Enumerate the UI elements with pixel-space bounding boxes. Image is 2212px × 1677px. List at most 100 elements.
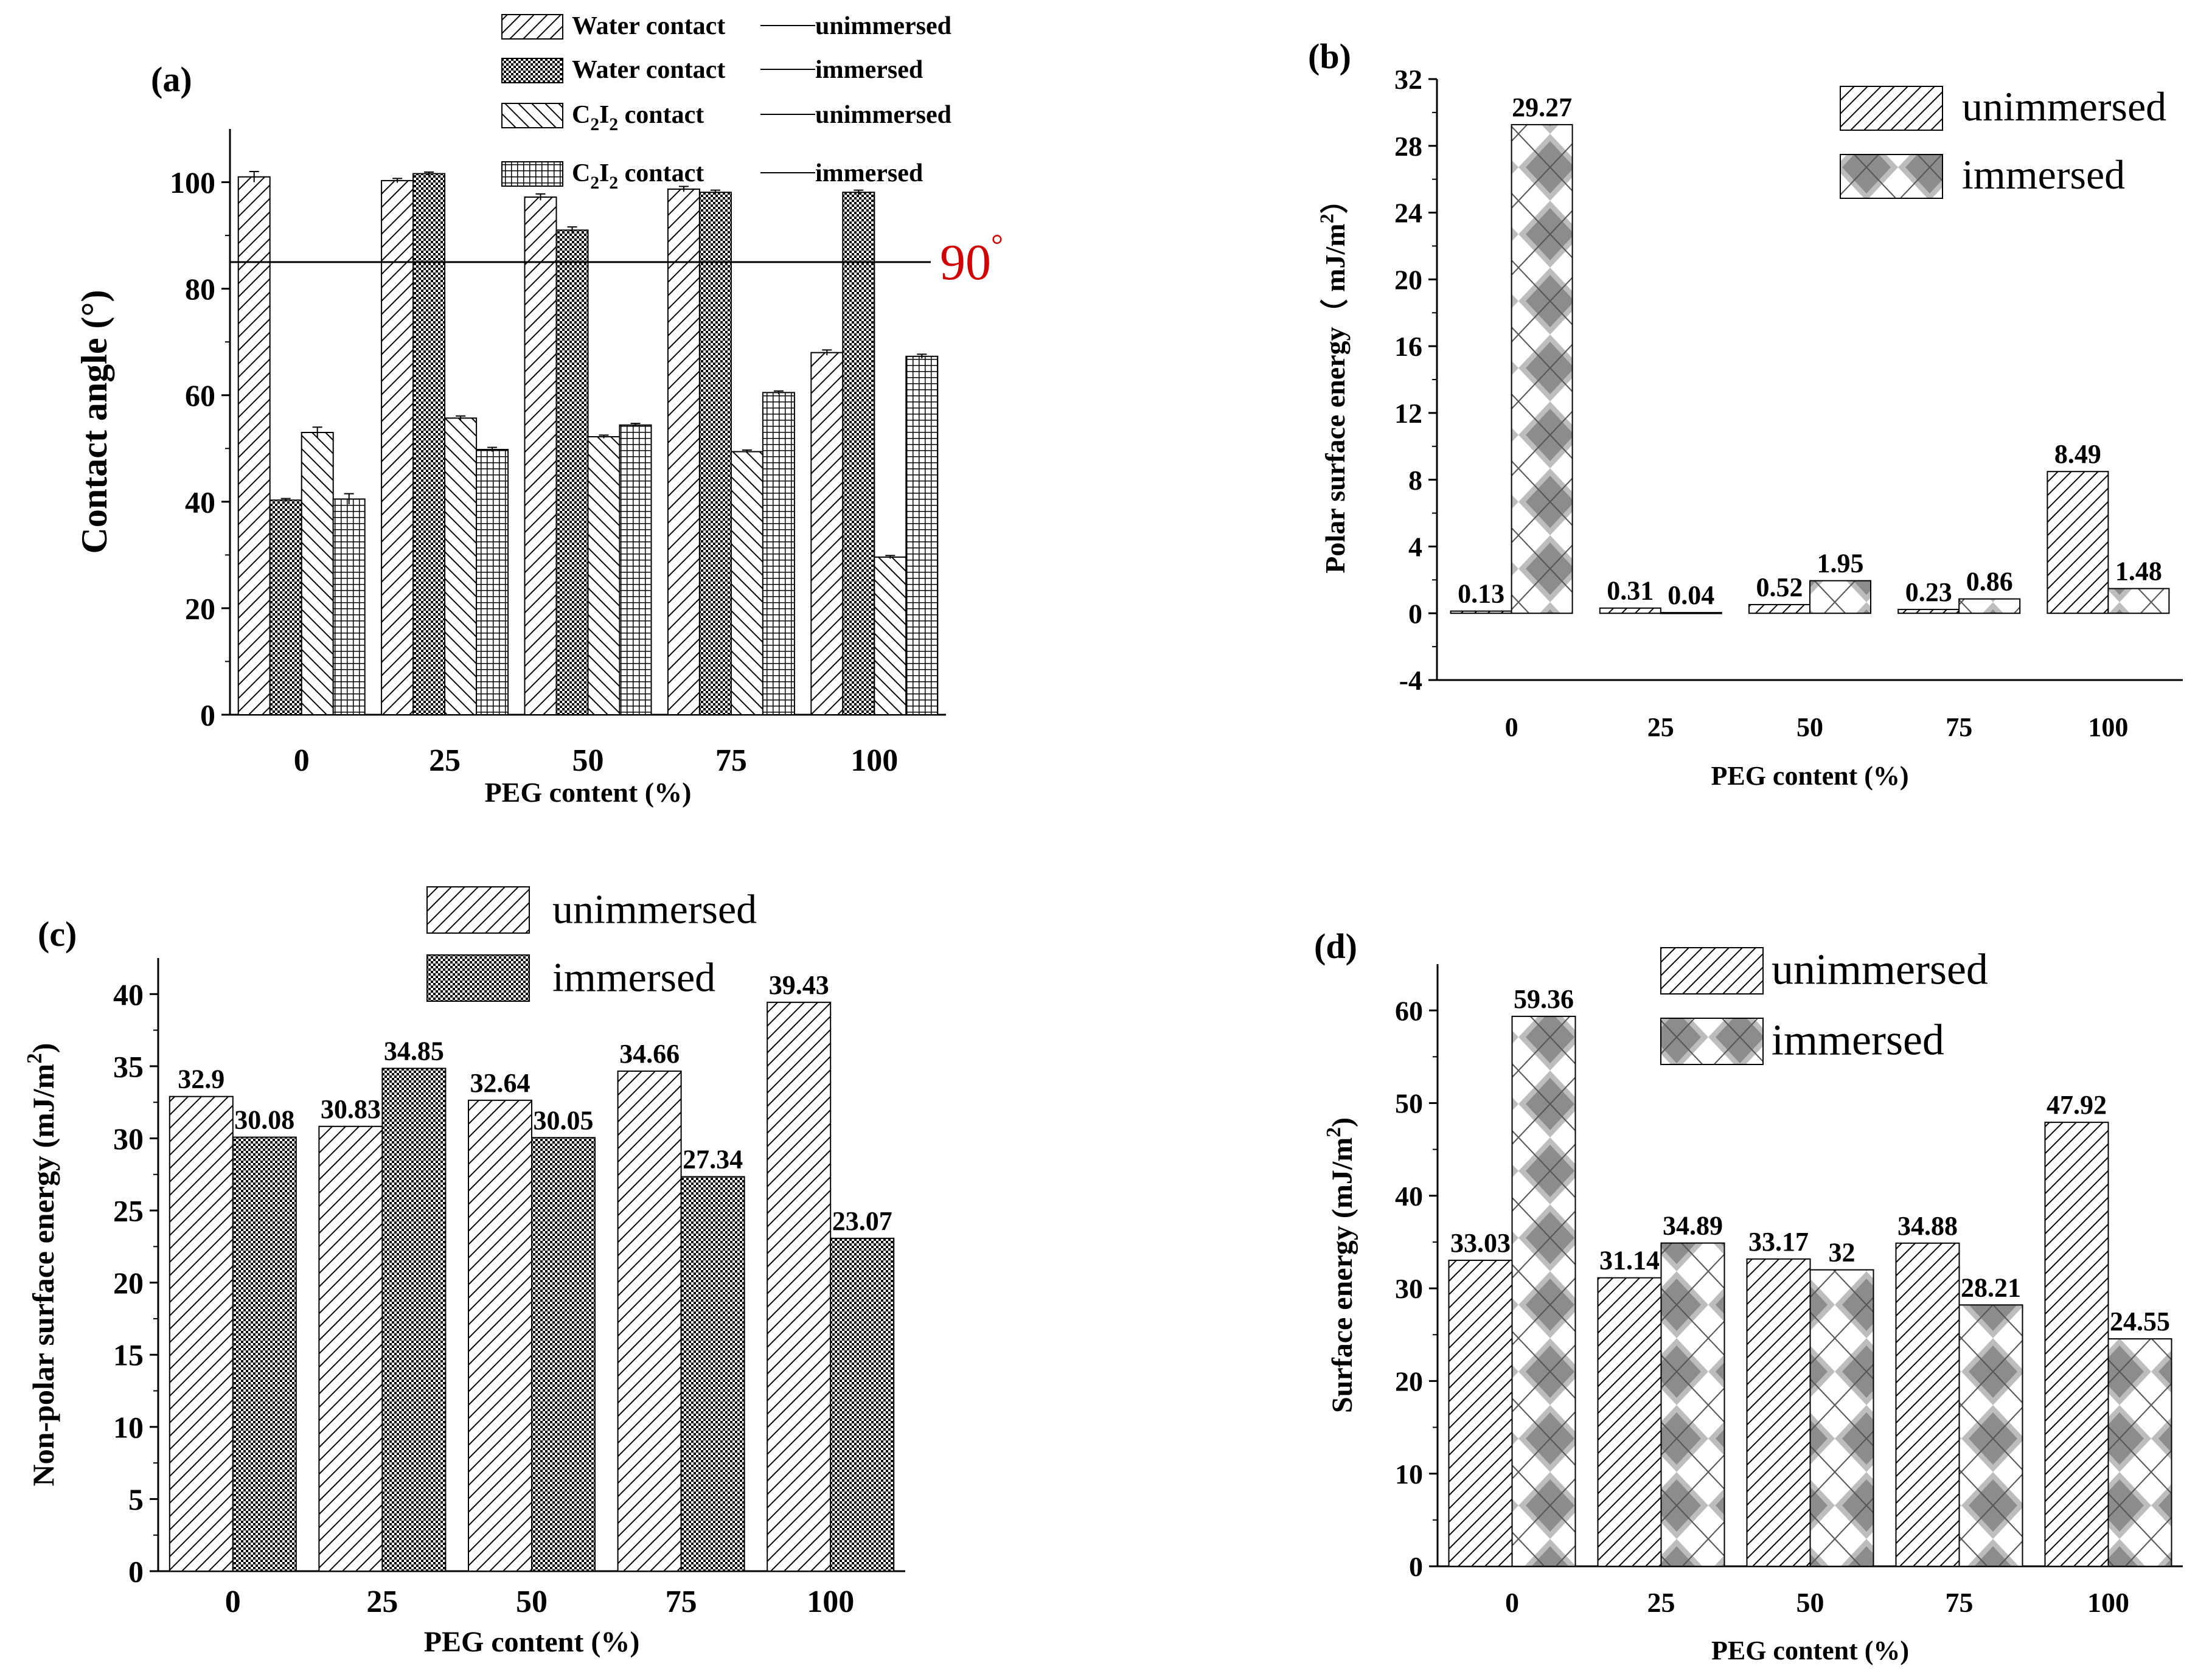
bar-water-contact-immersed-75	[698, 192, 732, 715]
legend-label: C2I2 contact	[572, 159, 704, 193]
data-label: 34.88	[1897, 1211, 1958, 1241]
legend-label: immersed	[1772, 1015, 1944, 1064]
y-tick-label: 80	[185, 272, 215, 306]
legend-state: immersed	[815, 56, 923, 84]
y-tick-label: 30	[113, 1122, 144, 1156]
data-label: 59.36	[1514, 984, 1574, 1014]
data-label: 32	[1829, 1238, 1856, 1268]
data-label: 0.86	[1966, 567, 2013, 597]
bar-water-contact-immersed-100	[842, 192, 875, 715]
bar-immersed-25	[1660, 612, 1722, 614]
bar-water-contact-unimmersed-25	[381, 179, 414, 716]
data-label: 30.05	[534, 1105, 594, 1135]
legend-label: unimmersed	[1772, 945, 1988, 993]
bar-c2i2-contact-immersed-25	[476, 449, 509, 715]
legend-swatch	[501, 58, 563, 83]
bar-c2i2-contact-immersed-75	[762, 392, 795, 715]
legend: unimmersed immersed	[1660, 945, 1988, 1065]
legend-label: immersed	[552, 954, 715, 1000]
x-tick-label: 25	[1647, 712, 1674, 742]
y-tick-label: 5	[128, 1482, 144, 1516]
y-tick-label: -4	[1399, 665, 1422, 696]
legend-state: immersed	[815, 159, 923, 187]
y-axis-label: Surface energy (mJ/m2)	[1323, 1117, 1358, 1413]
legend-swatch	[1660, 947, 1764, 995]
data-label: 0.04	[1668, 580, 1714, 610]
panel-label: (d)	[1314, 926, 1357, 966]
bar-c2i2-contact-immersed-0	[332, 498, 366, 715]
y-tick-label: 40	[185, 485, 215, 519]
panel-label: (c)	[38, 914, 77, 954]
legend-state: unimmersed	[815, 12, 951, 40]
chart-panel-b: -4 0 4 8 12 16 20 24 28 32 0.13 0.31 0.52 0.23 8.49 29.…	[1308, 36, 2183, 791]
y-tick-label: 15	[113, 1338, 144, 1372]
x-tick-label: 25	[366, 1585, 398, 1619]
y-tick-label: 20	[1395, 1366, 1423, 1397]
y-tick-label: 25	[113, 1194, 144, 1228]
bar-immersed-75	[1958, 598, 2021, 614]
reference-line-label: 90°	[940, 227, 1003, 291]
legend: unimmersed immersed	[426, 886, 757, 1002]
bar-immersed-100	[2107, 1338, 2172, 1568]
y-tick-label: 20	[113, 1266, 144, 1300]
bar-c2i2-contact-unimmersed-100	[874, 556, 907, 716]
y-axis-label: Contact angle (°)	[74, 290, 114, 554]
x-tick-label: 50	[1796, 712, 1823, 742]
bar-c2i2-contact-unimmersed-25	[444, 417, 478, 715]
bar-unimmersed-50	[468, 1099, 532, 1572]
data-label: 24.55	[2110, 1307, 2170, 1336]
bar-immersed-0	[1511, 123, 1573, 614]
y-tick-label: 0	[1408, 598, 1422, 629]
data-label: 8.49	[2054, 439, 2101, 469]
y-tick-label: 0	[200, 698, 215, 732]
bar-water-contact-immersed-50	[555, 229, 589, 715]
bar-immersed-25	[381, 1068, 447, 1572]
bar-immersed-50	[1809, 1269, 1874, 1568]
y-tick-label: 24	[1394, 198, 1422, 229]
x-tick-label: 0	[225, 1585, 241, 1619]
x-tick-label: 0	[1505, 712, 1518, 742]
legend-swatch	[1660, 1018, 1764, 1065]
bar-immersed-0	[1511, 1015, 1576, 1567]
bar-c2i2-contact-immersed-50	[619, 424, 652, 716]
y-tick-label: 60	[185, 378, 215, 412]
chart-panel-c: 0 5 10 15 20 25 30 35 40 32.9 30.83 32.64 34.66 39.43…	[23, 886, 905, 1658]
legend-label: unimmersed	[552, 886, 757, 932]
data-label: 1.48	[2115, 557, 2162, 586]
legend-swatch	[501, 161, 563, 187]
legend-label: Water contact	[572, 56, 725, 84]
bar-unimmersed-50	[1748, 603, 1810, 614]
y-tick-label: 100	[170, 165, 215, 200]
bar-unimmersed-25	[1597, 1277, 1662, 1568]
y-tick-label: 50	[1395, 1088, 1423, 1119]
legend-swatch	[1840, 86, 1943, 131]
data-label: 32.64	[470, 1068, 530, 1098]
y-tick-label: 10	[1395, 1459, 1423, 1490]
data-label: 34.85	[384, 1036, 444, 1066]
panel-label: (b)	[1308, 36, 1351, 76]
data-label: 27.34	[683, 1145, 743, 1175]
bar-water-contact-unimmersed-100	[810, 352, 844, 715]
x-tick-label: 100	[2088, 712, 2128, 742]
y-tick-label: 40	[113, 977, 144, 1012]
y-axis-label: Polar surface energy（ mJ/m2）	[1316, 186, 1351, 573]
x-tick-label: 25	[1647, 1587, 1675, 1618]
legend-swatch	[501, 14, 563, 40]
y-tick-label: 40	[1395, 1181, 1423, 1212]
bar-immersed-25	[1660, 1242, 1725, 1568]
y-tick-label: 35	[113, 1049, 144, 1083]
x-tick-label: 0	[294, 743, 310, 778]
y-tick-label: 0	[128, 1555, 144, 1589]
x-axis-label: PEG content (%)	[1711, 761, 1908, 791]
bar-unimmersed-0	[1448, 1259, 1513, 1568]
bar-water-contact-unimmersed-0	[237, 176, 271, 716]
chart-panel-a: 0 20 40 60 80 100 0 25 50 75 100 PEG content (%) Con…	[74, 12, 1003, 808]
bar-unimmersed-50	[1746, 1258, 1811, 1568]
bar-water-contact-unimmersed-75	[667, 188, 700, 715]
legend: Water contact unimmersed Water contact imme…	[501, 12, 951, 193]
bar-unimmersed-25	[1599, 607, 1661, 614]
bar-unimmersed-0	[169, 1095, 234, 1572]
data-label: 33.17	[1748, 1227, 1809, 1257]
